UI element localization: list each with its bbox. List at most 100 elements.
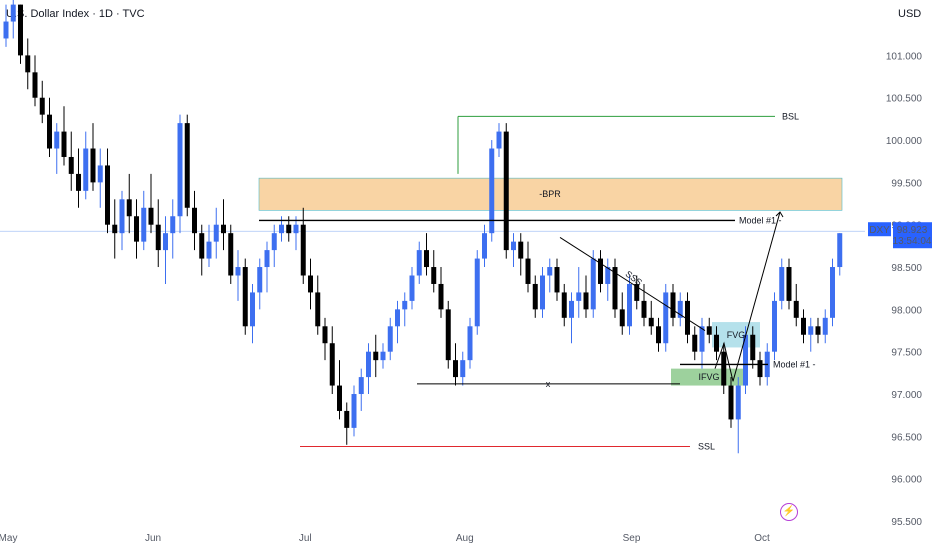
candle: [830, 258, 835, 327]
candle-body: [721, 351, 727, 386]
candle: [250, 283, 255, 344]
candle-body: [39, 97, 45, 115]
candle-body: [3, 21, 9, 39]
price-tag-value: 98.923: [897, 225, 928, 236]
candle-body: [496, 131, 502, 149]
y-tick-label: 98.000: [891, 305, 922, 316]
candle-body: [772, 300, 777, 352]
candle: [47, 97, 52, 157]
candle: [496, 123, 502, 157]
candle-body: [221, 224, 226, 234]
candle: [387, 317, 393, 361]
candle-body: [83, 148, 89, 191]
candle-body: [424, 250, 429, 268]
candle: [192, 190, 197, 251]
candle-body: [61, 131, 67, 157]
candle: [438, 267, 444, 318]
candle-body: [141, 207, 147, 242]
candle-body: [714, 334, 719, 352]
candle-body: [344, 410, 350, 428]
candle: [503, 123, 509, 259]
candle: [358, 368, 364, 411]
candle-body: [735, 385, 741, 420]
y-tick-label: 101.000: [886, 51, 923, 62]
candle: [612, 258, 618, 318]
candle-body: [460, 360, 466, 378]
bpr-label: -BPR: [539, 189, 561, 199]
candle: [213, 207, 219, 259]
candle-body: [540, 275, 545, 310]
candle: [126, 173, 132, 234]
trendline: [559, 236, 706, 331]
candle-body: [192, 207, 197, 234]
candle-body: [561, 292, 567, 318]
candle: [112, 199, 118, 259]
candle-body: [489, 148, 495, 234]
candle: [706, 317, 712, 344]
candle-body: [105, 165, 110, 225]
candle-body: [438, 283, 444, 310]
y-tick-label: 98.500: [891, 263, 922, 274]
candle: [97, 148, 103, 208]
candle-body: [706, 326, 712, 335]
candle-body: [286, 224, 292, 234]
candle-body: [692, 334, 698, 352]
ssl-label: SSL: [698, 442, 715, 452]
y-tick-label: 100.500: [886, 94, 923, 105]
candle: [467, 317, 473, 369]
price-tag-countdown: 13:54:04: [893, 236, 932, 247]
candle: [199, 224, 205, 276]
candle: [3, 4, 9, 47]
candle: [322, 317, 328, 361]
candle-body: [779, 267, 785, 301]
candle: [801, 309, 806, 344]
candle: [583, 275, 589, 318]
candle-body: [801, 317, 806, 335]
candle: [105, 148, 110, 234]
candle-body: [431, 267, 437, 284]
candle-body: [329, 343, 335, 386]
candle-body: [351, 394, 357, 428]
candle-body: [177, 123, 183, 217]
candle: [786, 258, 792, 310]
candle-body: [793, 300, 799, 318]
candle-body: [583, 292, 589, 310]
candle-body: [358, 377, 364, 395]
candle: [779, 258, 785, 310]
candle-body: [373, 351, 379, 361]
candle-body: [677, 300, 683, 318]
currency-label[interactable]: USD: [898, 8, 922, 20]
model-high-label: Model #1 -: [739, 215, 782, 225]
candle-body: [380, 351, 386, 361]
candle: [206, 224, 212, 268]
symbol-tag-label: DXY: [869, 225, 890, 236]
candle: [547, 258, 553, 293]
candle: [119, 190, 125, 251]
candle-body: [271, 233, 277, 251]
candle-body: [235, 267, 241, 276]
candle: [257, 258, 263, 310]
candle: [337, 360, 342, 420]
candle-body: [126, 199, 132, 217]
candle: [416, 241, 422, 284]
candle-body: [300, 224, 306, 276]
candle: [685, 292, 690, 344]
candle: [148, 173, 154, 234]
candle-body: [10, 4, 16, 22]
candle: [134, 199, 139, 259]
candle: [424, 233, 429, 276]
candle: [750, 326, 756, 369]
x-label: x: [546, 379, 551, 389]
candle: [634, 275, 640, 310]
candle: [264, 241, 270, 293]
lightning-icon[interactable]: ⚡: [780, 503, 798, 521]
candle: [177, 114, 183, 234]
candle: [627, 275, 632, 335]
candle: [409, 267, 415, 310]
candle: [714, 326, 719, 361]
candle-body: [728, 385, 734, 420]
candle-body: [627, 283, 632, 327]
candle-body: [634, 283, 640, 301]
fvg-label: FVG: [727, 330, 746, 340]
